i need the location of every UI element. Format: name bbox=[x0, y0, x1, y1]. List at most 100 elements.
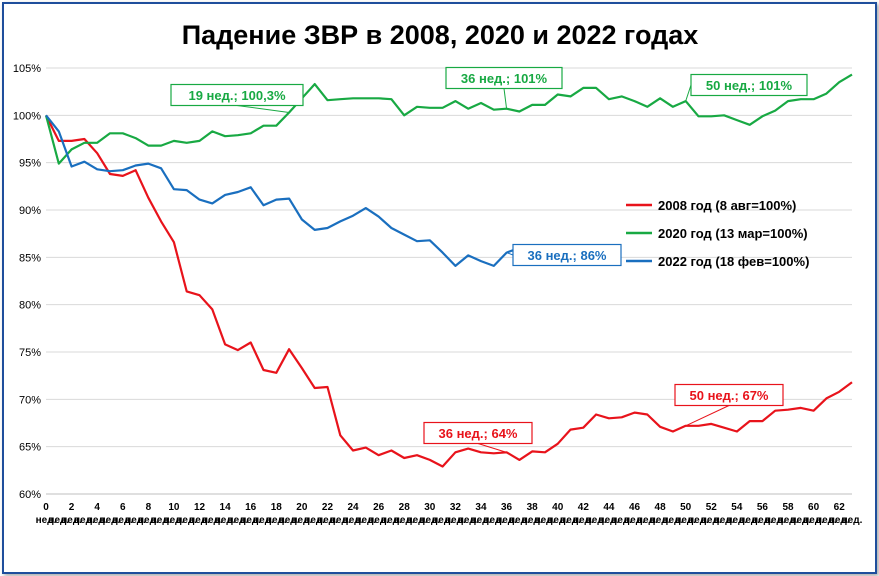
x-tick-unit: нед. bbox=[790, 515, 811, 526]
y-tick-label: 80% bbox=[19, 300, 41, 312]
annotation-label: 36 нед.; 86% bbox=[528, 248, 607, 263]
legend: 2008 год (8 авг=100%) 2020 год (13 мар=10… bbox=[626, 198, 809, 269]
x-tick-unit: нед. bbox=[842, 515, 863, 526]
x-tick-unit: нед. bbox=[304, 515, 325, 526]
annotations: 19 нед.; 100,3% 36 нед.; 101% 50 нед.; 101… bbox=[170, 66, 808, 453]
x-tick-unit: нед. bbox=[125, 515, 146, 526]
x-tick-label: 30 bbox=[424, 502, 436, 513]
x-tick-unit: нед. bbox=[701, 515, 722, 526]
x-tick-unit: нед. bbox=[151, 515, 172, 526]
x-tick-unit: нед. bbox=[803, 515, 824, 526]
series-line-0 bbox=[45, 114, 853, 468]
annotation-leader bbox=[477, 443, 507, 453]
x-tick-unit: нед. bbox=[522, 515, 543, 526]
x-tick-unit: нед. bbox=[215, 515, 236, 526]
x-tick-unit: нед. bbox=[202, 515, 223, 526]
x-tick-unit: нед. bbox=[483, 515, 504, 526]
x-axis: 0нед.нед.2нед.нед.4нед.нед.6нед.нед.8нед… bbox=[36, 493, 863, 526]
x-tick-unit: нед. bbox=[739, 515, 760, 526]
x-tick-unit: нед. bbox=[381, 515, 402, 526]
x-tick-unit: нед. bbox=[176, 515, 197, 526]
series-line-2 bbox=[45, 114, 520, 267]
x-tick-unit: нед. bbox=[368, 515, 389, 526]
y-axis: 60% 65% 70% 75% 80% 85% 90% 95% 100% 105% bbox=[13, 63, 41, 501]
annotation-leader bbox=[685, 84, 692, 102]
x-tick-label: 34 bbox=[475, 502, 487, 513]
annotation-box bbox=[690, 73, 808, 97]
x-tick-label: 62 bbox=[834, 502, 846, 513]
x-tick-label: 14 bbox=[220, 502, 232, 513]
y-tick-label: 70% bbox=[19, 394, 41, 406]
x-tick-unit: нед. bbox=[445, 515, 466, 526]
x-tick-unit: нед. bbox=[663, 515, 684, 526]
x-tick-unit: нед. bbox=[292, 515, 313, 526]
x-tick-unit: нед. bbox=[228, 515, 249, 526]
x-tick-label: 44 bbox=[603, 502, 615, 513]
x-tick-unit: нед. bbox=[535, 515, 556, 526]
x-tick-label: 12 bbox=[194, 502, 206, 513]
x-tick-unit: нед. bbox=[138, 515, 159, 526]
x-tick-label: 18 bbox=[271, 502, 283, 513]
x-tick-unit: нед. bbox=[36, 515, 57, 526]
x-tick-unit: нед. bbox=[624, 515, 645, 526]
x-tick-unit: нед. bbox=[496, 515, 517, 526]
x-tick-unit: нед. bbox=[471, 515, 492, 526]
x-tick-unit: нед. bbox=[816, 515, 837, 526]
x-tick-label: 6 bbox=[120, 502, 126, 513]
x-tick-unit: нед. bbox=[266, 515, 287, 526]
x-tick-unit: нед. bbox=[509, 515, 530, 526]
x-tick-label: 4 bbox=[94, 502, 100, 513]
x-tick-unit: нед. bbox=[317, 515, 338, 526]
annotation-box bbox=[674, 383, 784, 407]
annotation-leader bbox=[685, 405, 730, 427]
annotation-label: 50 нед.; 101% bbox=[706, 78, 793, 93]
x-tick-unit: нед. bbox=[394, 515, 415, 526]
x-tick-unit: нед. bbox=[164, 515, 185, 526]
x-tick-label: 46 bbox=[629, 502, 641, 513]
x-tick-unit: нед. bbox=[688, 515, 709, 526]
annotation-leader bbox=[503, 88, 508, 109]
y-tick-label: 105% bbox=[13, 63, 41, 75]
x-tick-unit: нед. bbox=[407, 515, 428, 526]
x-tick-unit: нед. bbox=[714, 515, 735, 526]
x-tick-unit: нед. bbox=[74, 515, 95, 526]
x-tick-label: 26 bbox=[373, 502, 385, 513]
x-tick-unit: нед. bbox=[599, 515, 620, 526]
x-tick-label: 0 bbox=[43, 502, 49, 513]
x-tick-unit: нед. bbox=[752, 515, 773, 526]
annotation-leader bbox=[506, 252, 514, 256]
y-tick-label: 90% bbox=[19, 205, 41, 217]
y-tick-label: 65% bbox=[19, 442, 41, 454]
annotation-box bbox=[445, 66, 563, 90]
x-tick-unit: нед. bbox=[650, 515, 671, 526]
x-tick-label: 20 bbox=[296, 502, 308, 513]
x-tick-label: 38 bbox=[527, 502, 539, 513]
y-tick-label: 85% bbox=[19, 252, 41, 264]
y-tick-label: 100% bbox=[13, 110, 41, 122]
x-tick-unit: нед. bbox=[637, 515, 658, 526]
x-tick-unit: нед. bbox=[343, 515, 364, 526]
x-tick-label: 10 bbox=[168, 502, 180, 513]
annotation-leader bbox=[236, 105, 290, 113]
annotation-box bbox=[423, 421, 533, 445]
annotation-box bbox=[170, 83, 304, 107]
x-tick-label: 16 bbox=[245, 502, 257, 513]
x-tick-label: 40 bbox=[552, 502, 564, 513]
legend-label-1: 2020 год (13 мар=100%) bbox=[658, 226, 808, 241]
annotation-label: 50 нед.; 67% bbox=[690, 388, 769, 403]
x-tick-label: 2 bbox=[69, 502, 75, 513]
x-tick-unit: нед. bbox=[48, 515, 69, 526]
chart-title: Падение ЗВР в 2008, 2020 и 2022 годах bbox=[182, 20, 699, 50]
x-tick-label: 42 bbox=[578, 502, 590, 513]
x-tick-label: 22 bbox=[322, 502, 334, 513]
x-tick-unit: нед. bbox=[573, 515, 594, 526]
x-tick-unit: нед. bbox=[61, 515, 82, 526]
x-tick-unit: нед. bbox=[547, 515, 568, 526]
x-tick-unit: нед. bbox=[560, 515, 581, 526]
x-tick-label: 52 bbox=[706, 502, 718, 513]
x-tick-unit: нед. bbox=[765, 515, 786, 526]
x-tick-unit: нед. bbox=[240, 515, 261, 526]
annotation-label: 36 нед.; 64% bbox=[439, 426, 518, 441]
x-tick-unit: нед. bbox=[829, 515, 850, 526]
